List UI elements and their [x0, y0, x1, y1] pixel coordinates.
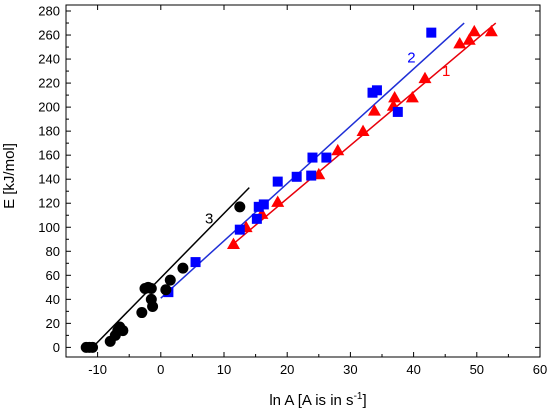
y-tick-label: 240	[38, 52, 60, 67]
data-point-series-1	[462, 33, 476, 45]
data-point-series-3	[234, 201, 246, 213]
y-tick-label: 260	[38, 28, 60, 43]
x-tick-label: -10	[88, 362, 107, 377]
x-tick-label: 50	[470, 362, 484, 377]
y-tick-label: 280	[38, 4, 60, 19]
data-point-series-2	[321, 152, 332, 163]
plot-axes: -10 0 10 20 30 40 50 60 0 20 40 60 80 100 120 140 160 180…	[38, 4, 547, 377]
y-tick-label: 140	[38, 172, 60, 187]
data-point-series-2	[190, 257, 201, 268]
data-points	[80, 24, 498, 353]
data-point-series-2	[251, 213, 262, 224]
data-point-series-3	[136, 307, 148, 319]
series-label-2: 2	[407, 50, 415, 67]
y-tick-label: 180	[38, 124, 60, 139]
data-point-series-1	[484, 24, 498, 37]
x-tick-label: 60	[533, 362, 547, 377]
data-point-series-1	[405, 91, 419, 103]
x-tick-label: 0	[157, 362, 164, 377]
y-axis-label: E [kJ/mol]	[1, 143, 18, 209]
data-point-series-1	[367, 104, 381, 116]
data-point-series-1	[418, 71, 432, 84]
data-point-series-2	[258, 199, 269, 210]
y-tick-label: 40	[46, 292, 60, 307]
y-tick-label: 20	[46, 316, 60, 331]
data-point-series-2	[426, 27, 437, 38]
data-point-series-2	[253, 201, 264, 212]
fit-line-series-3	[92, 187, 250, 348]
data-point-series-3	[87, 341, 99, 353]
y-tick-label: 220	[38, 76, 60, 91]
data-point-series-3	[117, 325, 129, 337]
series-labels: 1 2 3	[205, 50, 450, 228]
x-tick-label: 40	[406, 362, 420, 377]
y-tick-label: 200	[38, 100, 60, 115]
data-point-series-3	[147, 301, 159, 313]
data-point-series-3	[177, 262, 189, 274]
data-point-series-3	[164, 274, 176, 286]
x-axis-label-end: ]	[362, 392, 366, 409]
series-label-3: 3	[205, 211, 213, 228]
y-tick-label: 60	[46, 268, 60, 283]
data-point-series-2	[392, 106, 403, 117]
series-label-1: 1	[442, 63, 450, 80]
data-point-series-1	[271, 195, 285, 207]
y-tick-label: 80	[46, 244, 60, 259]
data-point-series-2	[291, 171, 302, 182]
data-point-series-2	[272, 176, 283, 187]
x-tick-label: 10	[217, 362, 231, 377]
x-axis-label-main: ln A [A is in s	[269, 392, 353, 409]
data-point-series-3	[145, 283, 157, 295]
x-tick-label: 30	[343, 362, 357, 377]
data-point-series-3	[160, 284, 172, 296]
data-point-series-1	[467, 24, 481, 37]
data-point-series-2	[371, 85, 382, 96]
x-axis-label-superscript: -1	[354, 391, 363, 402]
data-point-series-1	[388, 91, 402, 103]
plot-frame	[65, 4, 541, 358]
data-point-series-2	[306, 170, 317, 181]
y-tick-label: 120	[38, 196, 60, 211]
y-tick-label: 0	[53, 340, 60, 355]
x-axis-label: ln A [A is in s-1]	[269, 391, 366, 409]
y-tick-label: 100	[38, 220, 60, 235]
data-point-series-2	[234, 224, 245, 235]
data-point-series-2	[307, 152, 318, 163]
data-point-series-1	[331, 143, 345, 156]
data-point-series-1	[453, 36, 467, 49]
data-point-series-1	[356, 124, 370, 137]
x-tick-label: 20	[280, 362, 294, 377]
y-tick-label: 160	[38, 148, 60, 163]
data-point-series-1	[226, 237, 240, 249]
